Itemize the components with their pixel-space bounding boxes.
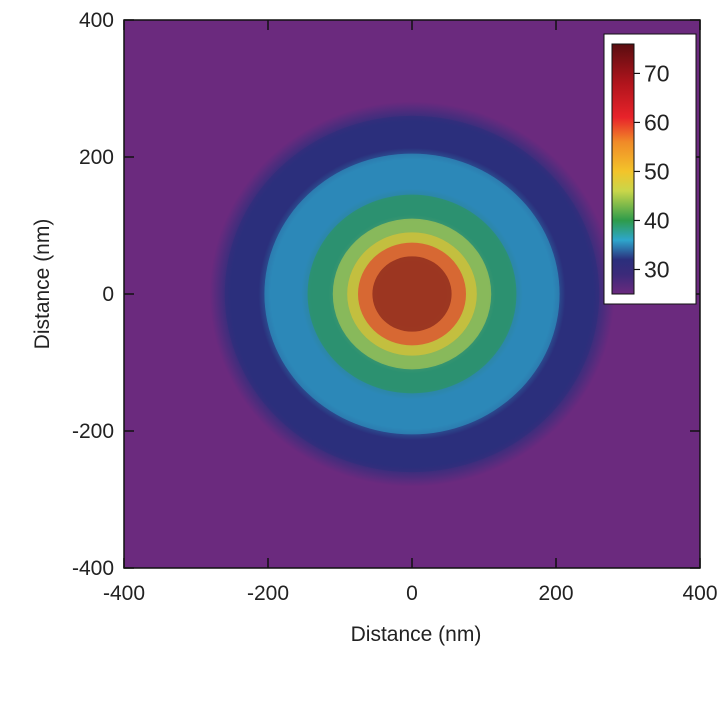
y-axis: -400 -200 0 200 400 (72, 9, 700, 580)
colorbar-tick-label: 50 (644, 158, 670, 184)
x-tick-label: 200 (538, 582, 573, 605)
contour-band-65-75 (372, 256, 452, 332)
x-axis-title: Distance (nm) (351, 623, 482, 646)
x-tick-label: 0 (406, 582, 418, 605)
y-tick-label: 400 (79, 9, 114, 32)
y-tick-label: 0 (102, 283, 114, 306)
colorbar: 70 60 50 40 30 (603, 33, 697, 305)
y-tick-label: -200 (72, 420, 114, 443)
x-tick-label: -200 (247, 582, 289, 605)
x-tick-label: -400 (103, 582, 145, 605)
x-tick-label: 400 (682, 582, 717, 605)
y-tick-label: 200 (79, 146, 114, 169)
x-axis: -400 -200 0 200 400 (103, 20, 718, 605)
colorbar-tick-label: 30 (644, 256, 670, 282)
y-axis-title: Distance (nm) (31, 219, 54, 350)
y-tick-label: -400 (72, 557, 114, 580)
colorbar-tick-label: 70 (644, 60, 670, 86)
colorbar-gradient (611, 43, 635, 295)
colorbar-tick-label: 60 (644, 109, 670, 135)
colorbar-tick-label: 40 (644, 207, 670, 233)
